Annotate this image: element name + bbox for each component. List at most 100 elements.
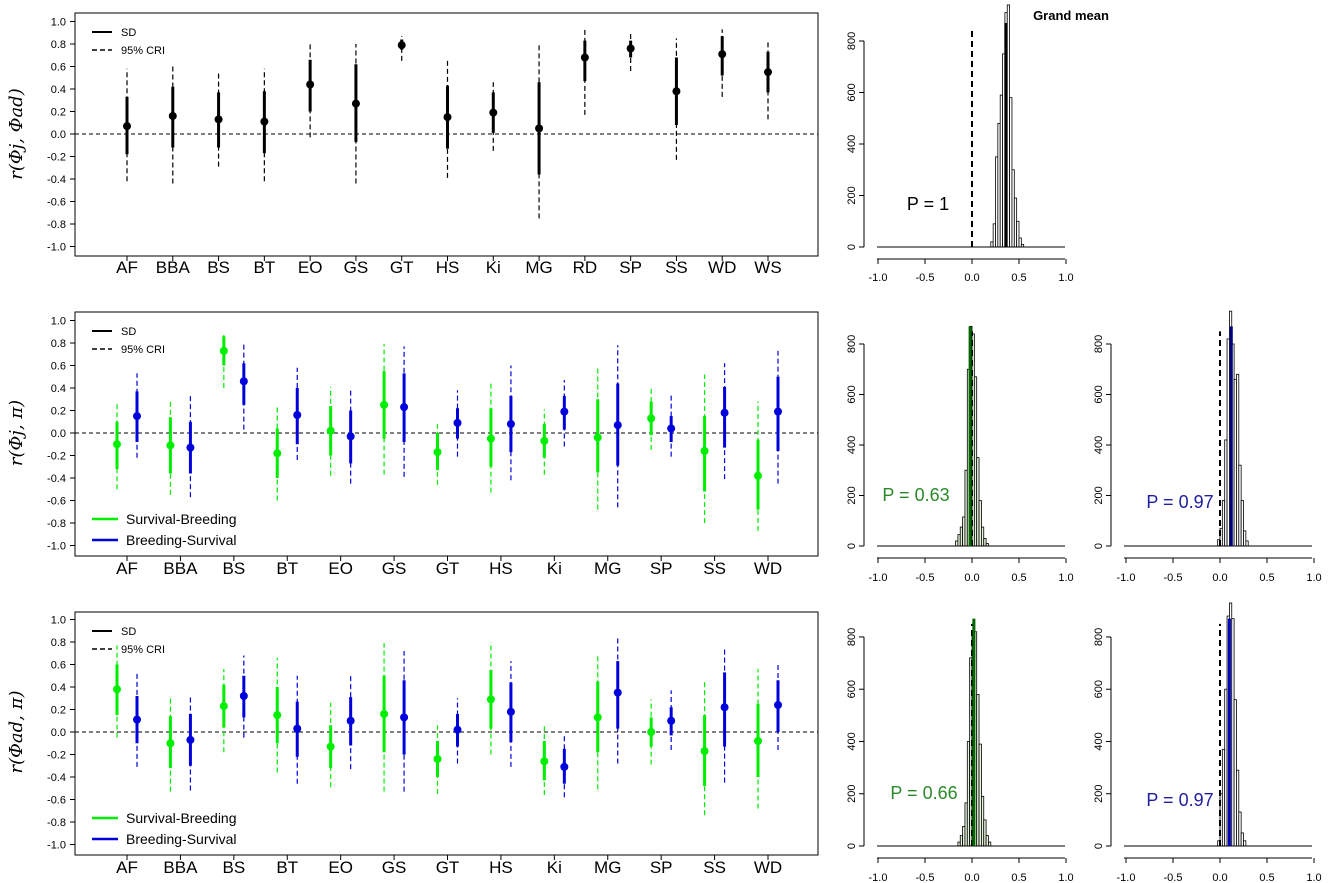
histogram-title: Grand mean [1033,8,1109,23]
point-estimate [613,688,622,697]
x-tick-label: BS [207,258,230,277]
x-tick-label: Ki [547,858,562,877]
point-estimate [326,742,335,751]
legend-series-label: Survival-Breeding [126,810,237,826]
y-tick-label: -0.4 [47,174,66,186]
y-tick-label: 600 [846,83,858,101]
y-tick-label: 1.0 [51,17,66,29]
point-estimate [535,124,544,133]
y-tick-label: 0.6 [51,660,66,672]
x-tick-label: BBA [163,858,198,877]
legend-series-label: Breeding-Survival [126,831,237,847]
point-estimate [700,447,709,455]
x-tick-label: GT [390,258,414,277]
y-tick-label: -0.6 [47,197,66,209]
point-estimate [380,400,389,409]
point-estimate [273,711,282,720]
y-tick-label: 200 [846,785,858,803]
x-tick-label: WD [754,559,782,578]
x-tick-label: -1.0 [869,572,888,584]
histogram-hist2: -1.0 -0.5 0.0 0.5 1.0 0 200 400 600 800 P = 0.63 [846,325,1074,584]
x-tick-label: GT [436,858,460,877]
x-tick-label: BT [253,258,275,277]
x-tick-label: GT [436,559,460,578]
y-tick-label: -0.4 [47,772,66,784]
y-tick-label: 800 [846,335,858,353]
point-estimate [774,701,782,709]
y-tick-label: -0.8 [47,518,66,530]
y-tick-label: -0.4 [47,473,66,485]
y-tick-label: 0 [846,843,858,849]
y-tick-label: -1.0 [47,840,66,852]
panel-2: 1.0 0.8 0.6 0.4 0.2 0.0 -0.2 -0.4 -0.6 -0.8 -1.0 r(… [6,311,819,578]
point-estimate [626,44,635,53]
point-estimate [647,414,656,423]
y-tick-label: 400 [1093,436,1105,454]
y-axis-label: r(Φad, π) [6,691,27,774]
point-estimate [754,471,762,480]
x-tick-label: SS [703,858,726,877]
point-estimate [133,715,141,724]
point-estimate [293,411,302,419]
point-estimate [700,747,709,756]
x-tick-label: GS [382,559,407,578]
x-tick-label: BT [276,858,298,877]
point-estimate [260,117,269,126]
y-tick-label: 400 [846,135,858,153]
x-tick-label: SP [650,858,673,877]
histogram-hist1: Grand mean -1.0 -0.5 0.0 0.5 1.0 0 200 400 600 800… [846,4,1109,284]
y-tick-label: 0 [846,543,858,549]
x-tick-label: RD [573,258,598,277]
point-estimate [754,737,762,745]
point-estimate [113,685,121,694]
point-estimate [397,41,406,50]
x-tick-label: EO [328,858,353,877]
x-tick-label: -1.0 [869,272,888,284]
y-tick-label: 600 [846,385,858,403]
y-tick-label: -0.8 [47,219,66,231]
x-tick-label: -1.0 [1117,872,1136,883]
point-estimate [433,448,442,457]
point-estimate [486,434,495,443]
y-tick-label: 600 [846,680,858,698]
point-estimate [506,420,515,428]
x-tick-label: GS [382,858,407,877]
y-tick-label: 0.4 [51,383,66,395]
y-tick-label: 0.2 [51,107,66,119]
x-tick-label: BBA [156,258,191,277]
legend-sd-label: SD [121,27,136,39]
point-estimate [346,432,355,441]
x-tick-label: -0.5 [916,272,935,284]
point-estimate [239,692,248,700]
x-tick-label: 0.5 [1259,572,1274,584]
x-tick-label: EO [298,258,323,277]
point-estimate [113,440,121,449]
y-tick-label: 200 [846,186,858,204]
y-tick-label: 0.2 [51,705,66,717]
x-tick-label: BT [276,559,298,578]
y-axis-label: r(Φj, Φad) [6,88,27,179]
legend-sd-label: SD [121,626,136,638]
x-tick-label: BBA [163,559,198,578]
point-estimate [593,433,602,442]
x-tick-label: WS [754,258,781,277]
probability-label: P = 0.97 [1146,790,1213,810]
x-tick-label: -1.0 [1117,572,1136,584]
x-tick-label: 1.0 [1306,572,1321,584]
x-tick-label: -0.5 [916,572,935,584]
histogram-bar [1243,840,1247,847]
x-tick-label: Ki [486,258,501,277]
y-tick-label: 0.6 [51,361,66,373]
plot-frame [74,311,819,557]
y-tick-label: 0.2 [51,406,66,418]
x-tick-label: -0.5 [916,872,935,883]
y-tick-label: 0.0 [51,129,66,141]
x-tick-label: WD [754,858,782,877]
y-tick-label: -0.2 [47,750,66,762]
point-estimate [219,346,228,355]
point-estimate [613,421,622,430]
point-estimate [764,68,772,77]
histogram-hist3: -1.0 -0.5 0.0 0.5 1.0 0 200 400 600 800 P = 0.97 [1093,310,1322,584]
x-tick-label: HS [436,258,460,277]
point-estimate [647,728,656,736]
